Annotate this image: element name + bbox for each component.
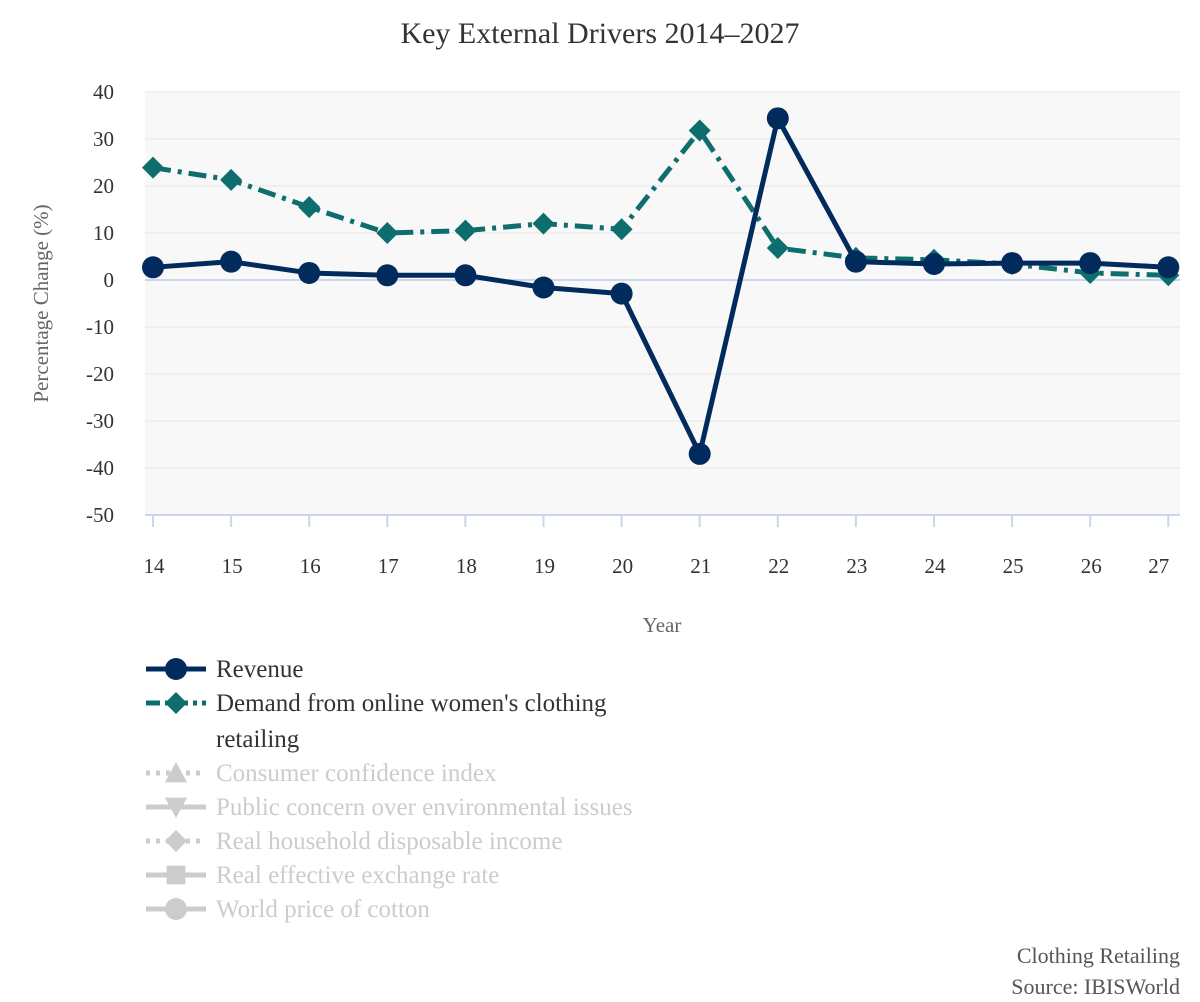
y-tick-label: 40 <box>93 80 114 104</box>
y-axis: 40 30 20 10 0 -10 -20 -30 -40 -50 <box>86 80 114 527</box>
data-point[interactable] <box>610 218 633 241</box>
data-point[interactable] <box>454 219 477 242</box>
legend: Revenue Demand from online women's clothi… <box>146 656 633 923</box>
x-tick-label: 22 <box>768 554 789 578</box>
y-tick-label: -40 <box>86 456 114 480</box>
legend-marker-icon <box>165 762 187 783</box>
data-point[interactable] <box>532 276 555 299</box>
legend-label: Consumer confidence index <box>216 760 497 787</box>
legend-label: Real effective exchange rate <box>216 862 499 889</box>
data-point[interactable] <box>220 250 243 273</box>
x-tick-label: 20 <box>612 554 633 578</box>
y-tick-label: 0 <box>104 268 115 292</box>
legend-item-revenue[interactable]: Revenue <box>146 656 303 683</box>
y-tick-label: -10 <box>86 315 114 339</box>
x-tick-label: 15 <box>222 554 243 578</box>
x-tick-label: 16 <box>300 554 321 578</box>
plot-area <box>145 92 1180 515</box>
data-point[interactable] <box>766 237 789 260</box>
data-point[interactable] <box>454 264 477 287</box>
x-tick-label: 21 <box>690 554 711 578</box>
legend-item-world-price-of-cotton[interactable]: World price of cotton <box>146 896 430 923</box>
legend-marker-icon <box>166 865 186 885</box>
legend-item-public-concern-over-environmental-issues[interactable]: Public concern over environmental issues <box>146 794 633 821</box>
x-tick-label: 14 <box>144 554 166 578</box>
y-tick-label: 30 <box>93 127 114 151</box>
legend-item-consumer-confidence-index[interactable]: Consumer confidence index <box>146 760 497 787</box>
legend-marker-icon <box>165 830 187 852</box>
legend-marker-icon <box>165 898 187 920</box>
data-point[interactable] <box>1001 252 1024 275</box>
legend-item-demand-from-online-women-s-clothing-retailing[interactable]: Demand from online women's clothing retai… <box>146 690 607 753</box>
legend-label: Demand from online women's clothing retai… <box>216 690 607 753</box>
data-point[interactable] <box>142 256 164 279</box>
data-point[interactable] <box>376 222 399 244</box>
data-point[interactable] <box>610 282 633 305</box>
y-tick-label: -50 <box>86 503 114 527</box>
data-point[interactable] <box>532 212 555 235</box>
data-point[interactable] <box>844 250 867 273</box>
data-point[interactable] <box>1079 252 1102 275</box>
data-point[interactable] <box>1157 256 1180 279</box>
data-point[interactable] <box>220 168 243 191</box>
y-tick-label: -20 <box>86 362 114 386</box>
x-tick-label: 23 <box>846 554 867 578</box>
x-axis-title: Year <box>643 613 682 637</box>
data-point[interactable] <box>298 196 321 219</box>
x-tick-label: 24 <box>925 554 947 578</box>
x-tick-label: 27 <box>1148 554 1169 578</box>
y-tick-label: 20 <box>93 174 114 198</box>
legend-marker-icon <box>165 692 187 714</box>
legend-label: World price of cotton <box>216 896 430 923</box>
legend-label: Real household disposable income <box>216 828 562 855</box>
series-line <box>152 115 1169 457</box>
line-chart: Key External Drivers 2014–2027 40 30 20 10 0… <box>29 17 1180 923</box>
data-point[interactable] <box>142 156 164 179</box>
source-label: Source: IBISWorld <box>1011 974 1180 999</box>
legend-label: Revenue <box>216 656 303 683</box>
x-tick-label: 19 <box>534 554 555 578</box>
data-point[interactable] <box>298 261 321 284</box>
data-point[interactable] <box>688 119 711 142</box>
y-tick-label: 10 <box>93 221 114 245</box>
y-tick-label: -30 <box>86 409 114 433</box>
series-line <box>152 128 1169 278</box>
data-point[interactable] <box>376 264 399 287</box>
data-point[interactable] <box>688 442 711 465</box>
legend-marker-icon <box>165 797 187 818</box>
source-credit: Clothing Retailing Source: IBISWorld <box>1011 940 1180 1002</box>
y-axis-title: Percentage Change (%) <box>29 204 53 402</box>
x-tick-label: 25 <box>1003 554 1024 578</box>
industry-name: Clothing Retailing <box>1016 943 1180 968</box>
data-point[interactable] <box>766 107 789 130</box>
x-tick-label: 17 <box>378 554 399 578</box>
x-axis: 14 15 16 17 18 19 20 21 22 23 24 25 26 27 <box>144 515 1170 578</box>
legend-item-real-household-disposable-income[interactable]: Real household disposable income <box>146 828 562 855</box>
data-point[interactable] <box>923 253 945 276</box>
series-layer <box>142 107 1180 465</box>
legend-marker-icon <box>165 658 187 680</box>
legend-label: Public concern over environmental issues <box>216 794 633 821</box>
x-tick-label: 26 <box>1081 554 1102 578</box>
chart-title: Key External Drivers 2014–2027 <box>400 17 799 50</box>
series-revenue <box>142 107 1180 465</box>
legend-item-real-effective-exchange-rate[interactable]: Real effective exchange rate <box>146 862 499 889</box>
x-tick-label: 18 <box>456 554 477 578</box>
